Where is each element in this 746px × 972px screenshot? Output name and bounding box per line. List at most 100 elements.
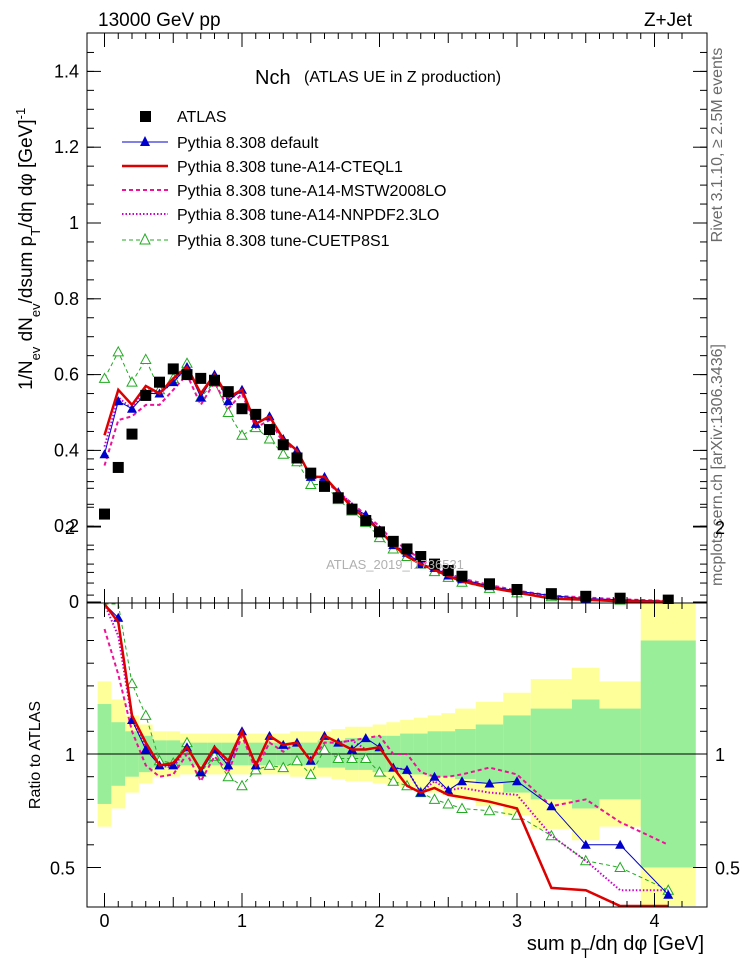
x-tick-label: 1 xyxy=(237,911,247,931)
x-tick-label: 3 xyxy=(512,911,522,931)
legend-marker-square xyxy=(140,111,151,122)
atlas-data-point xyxy=(250,408,262,420)
x-tick-label: 0 xyxy=(99,911,109,931)
atlas-data-point xyxy=(181,369,193,381)
main-axes: 0 0.2 0.4 0.6 0.8 1 1.2 1.4 xyxy=(54,33,707,612)
atlas-data-point xyxy=(291,452,303,464)
ratio-y-tick-label-right: 2 xyxy=(715,518,725,538)
series-marker-ratio xyxy=(429,771,440,781)
series-marker-main xyxy=(113,396,124,406)
legend-item-mstw: Pythia 8.308 tune-A14-MSTW2008LO xyxy=(122,183,446,200)
series-marker-ratio xyxy=(484,778,495,788)
series-marker-ratio xyxy=(236,779,248,791)
series-marker-ratio xyxy=(139,709,152,720)
ratio-axes: 0 1 2 3 4 0.5 0.5 1 1 2 2 xyxy=(50,458,740,931)
y-tick-label: 0.8 xyxy=(54,289,79,309)
series-marker-ratio xyxy=(442,797,455,809)
atlas-data-point xyxy=(195,372,207,384)
main-plot-area xyxy=(98,345,675,606)
legend-label: Pythia 8.308 tune-CUETP8S1 xyxy=(177,233,390,250)
legend-item-cuetp8s1: Pythia 8.308 tune-CUETP8S1 xyxy=(122,232,390,250)
atlas-data-point xyxy=(264,424,275,436)
series-marker-main xyxy=(168,377,179,387)
atlas-data-point xyxy=(456,570,468,582)
series-marker-main xyxy=(139,353,152,364)
series-marker-ratio xyxy=(291,754,303,766)
series-marker-main xyxy=(195,392,206,402)
atlas-data-point xyxy=(209,374,220,386)
legend-label: Pythia 8.308 tune-A14-MSTW2008LO xyxy=(177,183,446,200)
series-marker-main xyxy=(222,406,235,417)
series-line-ratio xyxy=(103,603,669,908)
watermark: ATLAS_2019_I1736531 xyxy=(326,557,464,572)
rivet-label: Rivet 3.1.10, ≥ 2.5M events xyxy=(709,48,726,243)
atlas-data-point xyxy=(167,363,179,375)
atlas-data-point xyxy=(415,551,427,563)
legend-label: Pythia 8.308 tune-A14-NNPDF2.3LO xyxy=(177,207,439,224)
atlas-data-point xyxy=(126,428,138,440)
ratio-frame xyxy=(86,602,708,908)
energy-label: 13000 GeV pp xyxy=(98,10,221,31)
series-marker-ratio xyxy=(140,744,151,754)
series-marker-ratio xyxy=(318,743,331,754)
atlas-data-point xyxy=(614,592,626,604)
series-marker-ratio xyxy=(546,801,557,811)
legend-item-cteql1: Pythia 8.308 tune-A14-CTEQL1 xyxy=(122,159,403,176)
series-marker-ratio xyxy=(223,760,234,770)
x-axis-label: sum pT/dη dφ [GeV] xyxy=(527,933,704,961)
series-marker-ratio xyxy=(222,770,235,782)
atlas-data-point xyxy=(442,565,454,577)
legend-item-atlas: ATLAS xyxy=(140,109,227,126)
atlas-data-point xyxy=(332,492,344,504)
y-tick-label: 0 xyxy=(69,592,79,612)
main-y-axis-label: 1/Nev dNev/dsum pT/dη dφ [GeV]-1 xyxy=(13,108,43,390)
atlas-data-point xyxy=(305,467,317,479)
y-tick-label: 1.2 xyxy=(54,137,79,157)
legend-label: ATLAS xyxy=(177,109,227,126)
atlas-data-point xyxy=(401,543,413,555)
atlas-data-point xyxy=(484,578,495,590)
series-marker-ratio xyxy=(304,768,317,779)
series-marker-ratio xyxy=(615,839,626,849)
series-marker-ratio xyxy=(249,763,262,775)
series-marker-ratio xyxy=(168,760,179,770)
legend-label: Pythia 8.308 tune-A14-CTEQL1 xyxy=(177,159,403,176)
legend-marker-open-triangle xyxy=(139,232,151,245)
series-marker-ratio xyxy=(614,861,626,872)
series-marker-ratio xyxy=(483,804,496,816)
atlas-data-point xyxy=(545,588,557,600)
series-line-main xyxy=(103,372,669,602)
series-marker-ratio xyxy=(332,752,345,764)
series-marker-main xyxy=(304,478,317,490)
atlas-data-point xyxy=(374,526,385,538)
series-marker-ratio xyxy=(579,854,592,866)
series-marker-main xyxy=(98,372,111,383)
legend-item-default: Pythia 8.308 default xyxy=(122,135,319,152)
legend-label: Pythia 8.308 default xyxy=(177,135,319,152)
ratio-panel: 0 1 2 3 4 0.5 0.5 1 1 2 2 Ratio to ATLAS sum pT/dη… xyxy=(27,458,740,961)
series-marker-main xyxy=(263,433,276,444)
series-marker-main xyxy=(223,396,234,406)
main-panel: 0 0.2 0.4 0.6 0.8 1 1.2 1.4 Nch (ATLAS UE in Z … xyxy=(13,32,708,612)
y-tick-label: 0.2 xyxy=(54,516,79,536)
atlas-data-point xyxy=(99,508,110,520)
series-marker-ratio xyxy=(263,759,276,770)
series-marker-ratio xyxy=(663,889,674,899)
chart-title-sub: (ATLAS UE in Z production) xyxy=(304,69,501,86)
series-marker-ratio xyxy=(360,733,371,743)
series-line-main xyxy=(103,365,669,603)
series-marker-ratio xyxy=(346,752,358,764)
x-tick-label: 4 xyxy=(649,911,659,931)
series-marker-ratio xyxy=(428,793,441,804)
atlas-data-point xyxy=(346,503,358,515)
series-marker-main xyxy=(99,449,110,459)
series-marker-main xyxy=(112,345,125,357)
y-tick-label: 0.6 xyxy=(54,365,79,385)
series-marker-ratio xyxy=(373,766,386,777)
series-marker-ratio xyxy=(359,752,372,764)
series-marker-ratio xyxy=(387,775,400,786)
ratio-y-tick-label-right: 1 xyxy=(715,745,725,765)
series-marker-ratio xyxy=(456,802,468,813)
y-tick-label: 1.4 xyxy=(54,61,79,81)
